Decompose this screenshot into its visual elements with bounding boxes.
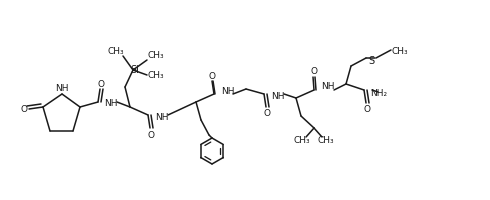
Text: NH: NH <box>155 113 169 122</box>
Text: O: O <box>147 130 154 139</box>
Text: O: O <box>311 67 318 76</box>
Text: NH: NH <box>221 87 235 96</box>
Text: CH₃: CH₃ <box>108 46 124 55</box>
Text: CH₃: CH₃ <box>294 136 310 145</box>
Text: CH₃: CH₃ <box>147 71 164 80</box>
Text: NH₂: NH₂ <box>370 89 388 98</box>
Text: O: O <box>21 105 27 114</box>
Text: NH: NH <box>321 82 335 91</box>
Text: NH: NH <box>271 92 285 101</box>
Text: Si: Si <box>130 65 140 75</box>
Text: O: O <box>364 105 370 114</box>
Text: O: O <box>98 80 104 89</box>
Text: O: O <box>209 72 216 81</box>
Text: O: O <box>264 109 270 118</box>
Text: CH₃: CH₃ <box>318 136 334 145</box>
Text: CH₃: CH₃ <box>392 47 408 56</box>
Text: S: S <box>368 56 374 66</box>
Text: NH: NH <box>55 84 69 93</box>
Text: CH₃: CH₃ <box>147 51 164 60</box>
Text: NH: NH <box>104 99 118 108</box>
